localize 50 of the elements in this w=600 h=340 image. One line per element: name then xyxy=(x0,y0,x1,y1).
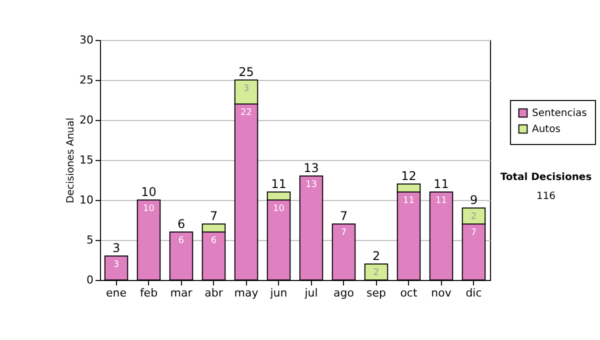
x-tick-label: may xyxy=(234,286,259,300)
x-tick-label: feb xyxy=(140,286,158,300)
legend-label: Autos xyxy=(532,124,560,135)
x-tick-label: dic xyxy=(466,286,482,300)
total-label: 11 xyxy=(271,177,286,191)
total-label: 6 xyxy=(177,217,186,231)
x-tick-label: ene xyxy=(106,286,127,300)
total-label: 7 xyxy=(340,209,348,223)
data-label: 11 xyxy=(436,196,447,206)
data-label: 11 xyxy=(403,196,414,206)
y-tick-label: 30 xyxy=(80,34,94,46)
total-label: 11 xyxy=(434,177,449,191)
total-label: 3 xyxy=(112,241,120,255)
total-label: 9 xyxy=(470,193,478,207)
data-label: 3 xyxy=(243,84,250,94)
data-label: 10 xyxy=(273,204,285,214)
y-tick-label: 0 xyxy=(86,274,94,286)
data-label: 13 xyxy=(306,180,317,190)
data-label: 3 xyxy=(113,260,120,270)
x-tick-label: jul xyxy=(304,286,318,300)
total-label: 10 xyxy=(141,185,156,199)
total-label: 25 xyxy=(238,65,254,79)
data-label: 2 xyxy=(470,212,477,222)
x-tick-label: sep xyxy=(366,286,386,300)
data-label: 6 xyxy=(210,236,217,246)
text: Total Decisiones xyxy=(499,172,593,183)
y-tick-label: 10 xyxy=(80,194,94,206)
data-label: 6 xyxy=(178,236,184,246)
text: 116 xyxy=(535,191,557,202)
total-label: 12 xyxy=(401,169,416,183)
data-label: 2 xyxy=(373,268,380,278)
y-tick-label: 15 xyxy=(80,154,94,166)
data-label: 10 xyxy=(143,204,155,214)
legend-label: Sentencias xyxy=(532,108,587,119)
x-tick-label: jun xyxy=(269,286,288,300)
x-tick-label: nov xyxy=(431,286,452,300)
y-axis-title: Decisiones Anual xyxy=(66,118,77,204)
x-tick-label: ago xyxy=(334,286,354,300)
y-tick-label: 20 xyxy=(80,114,94,126)
x-tick-label: abr xyxy=(204,286,224,300)
y-tick-label: 25 xyxy=(80,74,94,86)
y-tick-label: 5 xyxy=(86,234,94,246)
data-label: 22 xyxy=(240,108,252,118)
total-label: 7 xyxy=(210,209,218,223)
x-tick-label: oct xyxy=(400,286,418,300)
total-label: 13 xyxy=(304,161,319,175)
data-label: 7 xyxy=(470,228,477,238)
total-label: 2 xyxy=(372,249,380,263)
x-tick-label: mar xyxy=(170,286,193,300)
data-label: 7 xyxy=(340,228,347,238)
